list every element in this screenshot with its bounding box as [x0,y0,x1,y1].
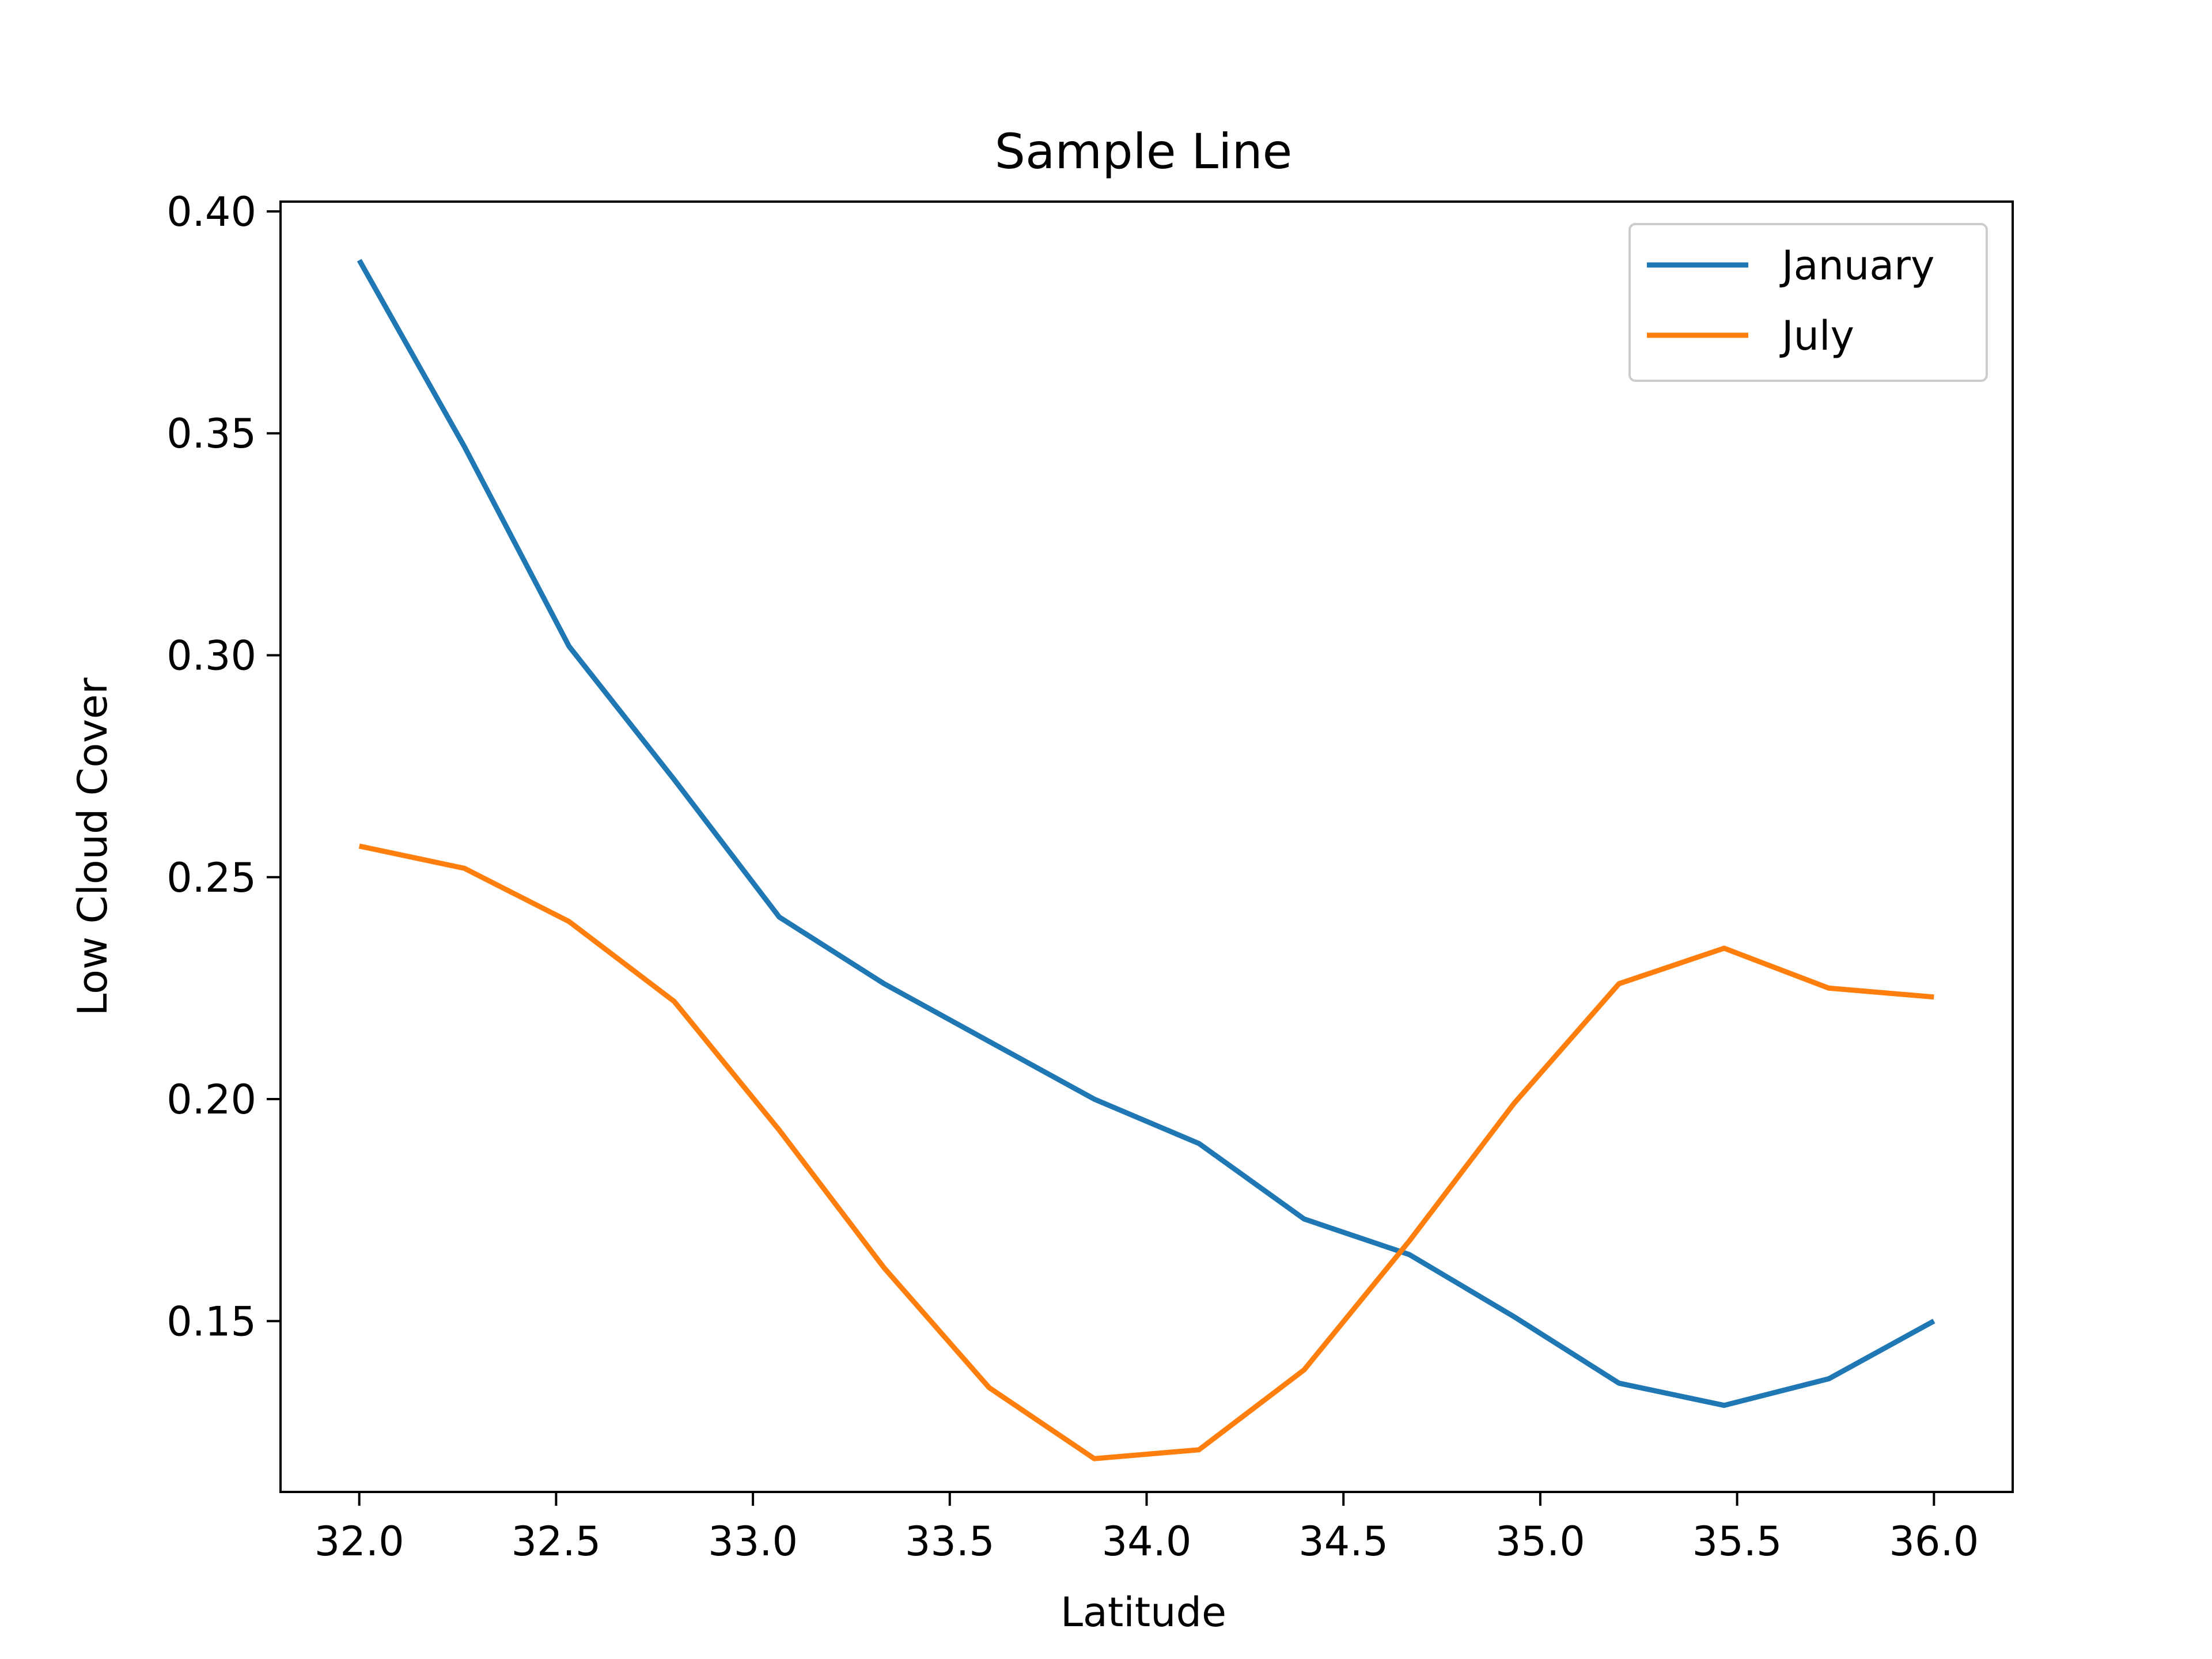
x-tick-label: 35.0 [1495,1518,1585,1565]
x-tick-label: 33.5 [905,1518,995,1565]
y-tick-label: 0.25 [166,854,256,902]
x-tick-label: 32.0 [315,1518,404,1565]
x-tick-label: 35.5 [1692,1518,1782,1565]
legend-label-july: July [1779,312,1854,359]
y-tick-label: 0.15 [166,1298,256,1345]
x-tick-label: 36.0 [1889,1518,1979,1565]
y-tick-label: 0.35 [166,410,256,457]
y-tick-label: 0.20 [166,1076,256,1123]
x-tick-label: 32.5 [511,1518,601,1565]
y-axis-label: Low Cloud Cover [69,677,116,1016]
series-layer [357,259,1936,1461]
y-axis-ticks: 0.15 0.20 0.25 0.30 0.35 0.40 [166,188,281,1345]
series-line-july [358,843,1934,1461]
legend-label-january: January [1779,242,1934,289]
legend: January July [1628,223,1988,382]
chart-title: Sample Line [995,123,1293,180]
x-tick-label: 33.0 [708,1518,798,1565]
x-tick-label: 34.0 [1102,1518,1192,1565]
x-axis-ticks: 32.0 32.5 33.0 33.5 34.0 34.5 35.0 35.5 36.0 [315,1492,1979,1565]
x-axis-label: Latitude [1060,1589,1226,1636]
series-line-january [357,259,1936,1408]
x-tick-label: 34.5 [1298,1518,1388,1565]
y-tick-label: 0.30 [166,632,256,680]
plot-frame [279,200,2014,1493]
y-tick-label: 0.40 [166,188,256,236]
